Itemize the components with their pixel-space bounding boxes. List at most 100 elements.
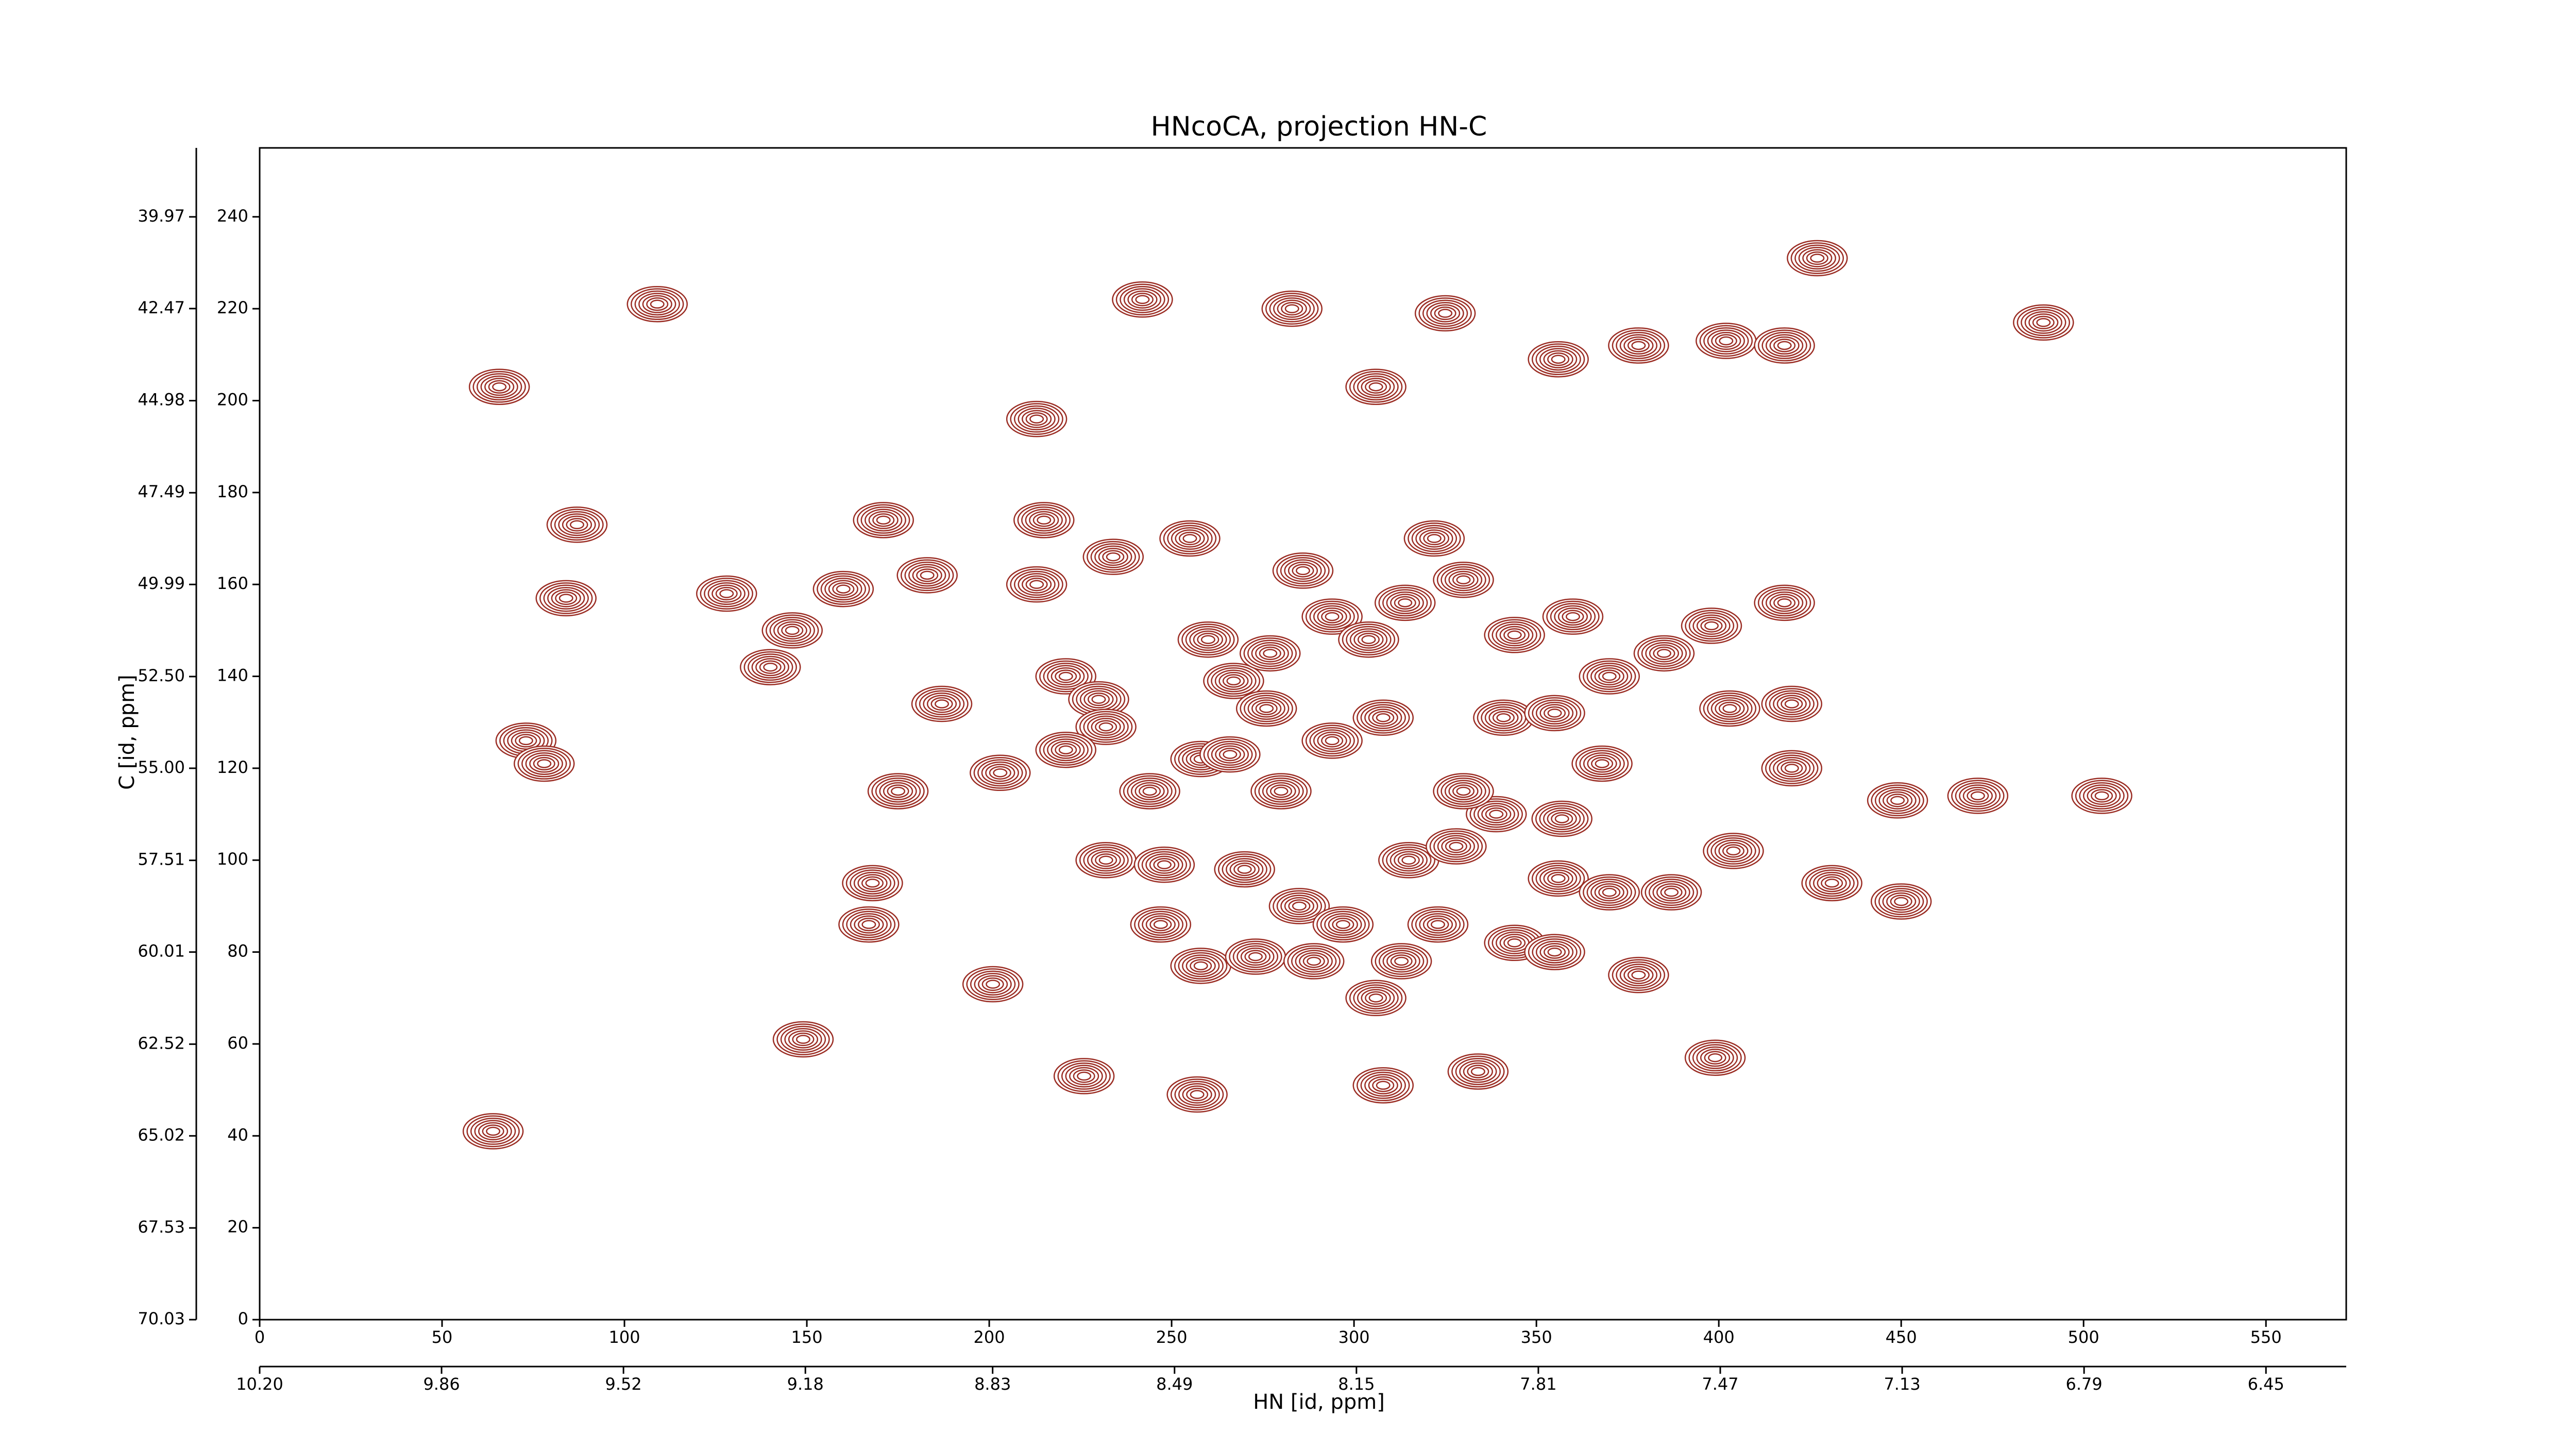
peak <box>514 745 575 782</box>
contour-ring <box>1777 341 1792 350</box>
contour-ring <box>1718 701 1741 716</box>
peak <box>1787 240 1848 277</box>
contour-ring <box>1240 947 1271 966</box>
y2-tick-label: 39.97 <box>138 206 185 226</box>
contour-ring <box>1299 952 1329 970</box>
contour-ring <box>1022 575 1052 594</box>
contour-ring <box>1157 860 1172 869</box>
contour-ring <box>1532 699 1578 727</box>
contour-ring <box>488 380 511 394</box>
contour-ring <box>1317 608 1347 626</box>
contour-ring <box>1485 807 1507 821</box>
peak <box>1301 598 1363 635</box>
peak <box>1531 800 1592 837</box>
contour-ring <box>1177 621 1239 658</box>
contour-ring <box>1115 283 1170 316</box>
contour-ring <box>550 509 604 541</box>
peak <box>1761 685 1823 722</box>
contour-ring <box>1664 887 1679 897</box>
x2-tick-label: 10.20 <box>236 1374 283 1394</box>
y2-tick-label: 57.51 <box>138 850 185 869</box>
contour-ring <box>626 285 688 323</box>
contour-ring <box>1754 327 1815 364</box>
contour-ring <box>1166 1076 1228 1113</box>
contour-ring <box>1025 509 1063 532</box>
contour-ring <box>1703 327 1749 355</box>
peak <box>1640 874 1702 911</box>
contour-ring <box>1590 881 1629 904</box>
contour-ring <box>1313 605 1351 628</box>
x-tick-label: 100 <box>609 1327 640 1347</box>
contour-ring <box>1640 874 1702 911</box>
contour-ring <box>962 966 1024 1003</box>
contour-ring <box>1565 612 1580 621</box>
peak <box>1268 888 1330 924</box>
peak <box>761 612 823 649</box>
contour-ring <box>1211 743 1249 766</box>
contour-ring <box>543 584 589 612</box>
contour-ring <box>1631 341 1646 350</box>
contour-ring <box>1226 858 1264 881</box>
contour-ring <box>1452 573 1475 587</box>
contour-ring <box>492 382 507 392</box>
contour-ring <box>1547 709 1562 718</box>
contour-ring <box>755 658 786 677</box>
contour-ring <box>1722 704 1737 713</box>
contour-ring <box>1547 947 1562 957</box>
contour-ring <box>1507 630 1522 640</box>
contour-ring <box>748 653 793 681</box>
contour-ring <box>1955 782 2001 810</box>
peak <box>1542 598 1604 635</box>
contour-ring <box>1255 644 1285 663</box>
x2-tick-label: 6.79 <box>2066 1374 2103 1394</box>
contour-ring <box>1481 805 1512 823</box>
contour-ring <box>743 651 797 683</box>
contour-ring <box>853 871 892 895</box>
contour-ring <box>1262 780 1300 803</box>
contour-ring <box>562 515 592 534</box>
contour-ring <box>1528 936 1582 968</box>
peak <box>1338 621 1399 658</box>
peak <box>1608 327 1669 364</box>
contour-ring <box>1349 982 1403 1014</box>
contour-ring <box>1077 1071 1092 1081</box>
contour-ring <box>838 906 900 943</box>
contour-ring <box>1652 881 1690 904</box>
contour-ring <box>1095 720 1117 734</box>
peak <box>1203 663 1264 699</box>
contour-ring <box>1579 750 1625 778</box>
peak <box>812 570 874 608</box>
peak <box>1283 943 1345 980</box>
x-tick-label: 0 <box>255 1327 265 1347</box>
contour-ring <box>478 1122 509 1140</box>
peak <box>1754 327 1815 364</box>
contour-ring <box>480 375 518 398</box>
contour-ring <box>1696 616 1727 635</box>
contour-ring <box>1199 736 1261 773</box>
contour-ring <box>1595 759 1609 768</box>
contour-ring <box>784 1028 822 1051</box>
contour-ring <box>1244 695 1290 722</box>
contour-ring <box>812 570 874 608</box>
contour-ring <box>1382 844 1436 877</box>
contour-ring <box>861 920 876 929</box>
contour-ring <box>1707 329 1745 352</box>
peak <box>1133 846 1195 883</box>
contour-ring <box>707 582 745 605</box>
contour-ring <box>1821 876 1843 890</box>
peak <box>1352 1067 1414 1104</box>
contour-ring <box>472 370 526 403</box>
contour-ring <box>1810 254 1825 263</box>
contour-ring <box>1047 665 1085 688</box>
contour-ring <box>1398 598 1413 608</box>
contour-ring <box>1718 841 1749 860</box>
contour-ring <box>916 568 939 582</box>
contour-ring <box>1353 373 1399 401</box>
contour-ring <box>1235 690 1297 727</box>
contour-ring <box>763 662 778 672</box>
contour-ring <box>1058 671 1073 681</box>
contour-ring <box>1292 901 1307 911</box>
contour-ring <box>1178 531 1201 546</box>
contour-ring <box>1806 251 1828 265</box>
